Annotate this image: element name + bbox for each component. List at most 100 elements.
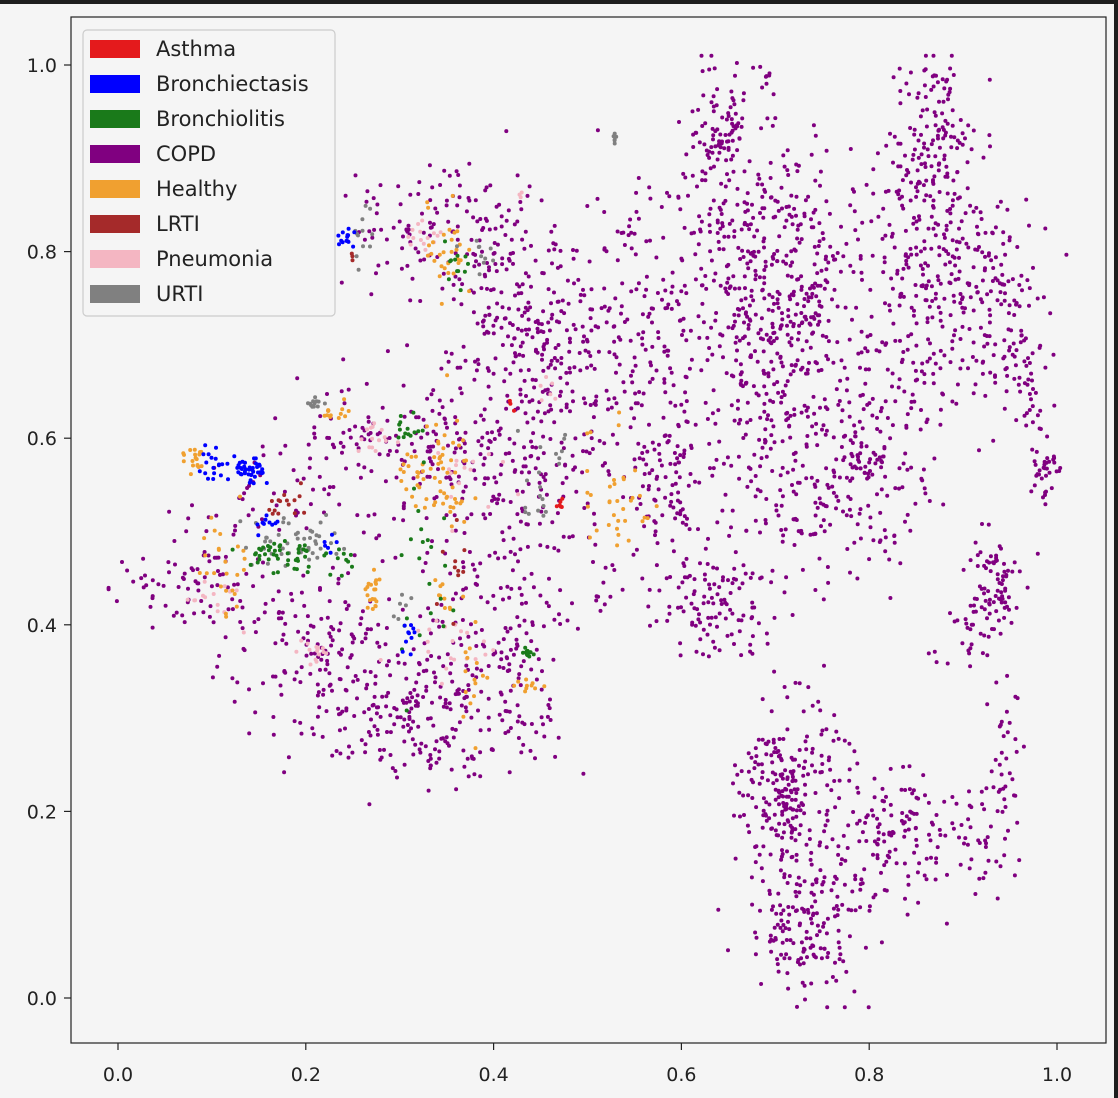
data-point-copd bbox=[742, 320, 746, 325]
data-point-copd bbox=[739, 378, 744, 383]
data-point-copd bbox=[808, 857, 813, 862]
data-point-copd bbox=[818, 405, 822, 410]
data-point-healthy bbox=[372, 567, 376, 572]
data-point-copd bbox=[736, 398, 740, 403]
data-point-copd bbox=[923, 491, 928, 496]
data-point-copd bbox=[404, 676, 409, 681]
data-point-copd bbox=[402, 717, 407, 722]
data-point-copd bbox=[650, 344, 655, 349]
data-point-copd bbox=[762, 384, 767, 389]
data-point-copd bbox=[519, 592, 524, 597]
data-point-copd bbox=[534, 445, 538, 450]
data-point-copd bbox=[557, 320, 562, 325]
data-point-copd bbox=[916, 900, 921, 905]
data-point-copd bbox=[758, 64, 763, 69]
data-point-copd bbox=[247, 731, 252, 736]
data-point-copd bbox=[800, 980, 805, 985]
data-point-copd bbox=[871, 191, 876, 196]
data-point-copd bbox=[725, 455, 730, 460]
data-point-copd bbox=[776, 788, 781, 793]
data-point-copd bbox=[469, 512, 474, 517]
data-point-lrti bbox=[440, 549, 445, 554]
data-point-copd bbox=[762, 281, 767, 286]
data-point-healthy bbox=[424, 424, 429, 429]
data-point-copd bbox=[1039, 476, 1044, 481]
data-point-copd bbox=[875, 457, 880, 462]
data-point-lrti bbox=[434, 602, 439, 606]
data-point-copd bbox=[1004, 709, 1009, 714]
data-point-copd bbox=[945, 191, 950, 196]
data-point-copd bbox=[380, 694, 385, 699]
data-point-copd bbox=[641, 330, 646, 335]
data-point-copd bbox=[712, 582, 717, 587]
data-point-copd bbox=[556, 343, 561, 347]
data-point-copd bbox=[907, 92, 911, 97]
data-point-copd bbox=[849, 514, 854, 519]
data-point-copd bbox=[353, 674, 358, 678]
data-point-copd bbox=[693, 479, 697, 484]
data-point-copd bbox=[769, 580, 774, 585]
data-point-copd bbox=[376, 622, 381, 627]
data-point-copd bbox=[809, 217, 813, 222]
data-point-copd bbox=[338, 751, 343, 756]
data-point-copd bbox=[882, 255, 887, 260]
data-point-copd bbox=[767, 816, 772, 821]
data-point-copd bbox=[461, 489, 466, 494]
data-point-copd bbox=[790, 222, 795, 227]
data-point-copd bbox=[448, 571, 453, 576]
data-point-copd bbox=[369, 469, 374, 474]
data-point-copd bbox=[963, 617, 968, 622]
data-point-copd bbox=[883, 301, 887, 306]
data-point-copd bbox=[770, 295, 775, 300]
data-point-bronchiectasis bbox=[235, 465, 240, 470]
data-point-pneumonia bbox=[420, 218, 425, 223]
data-point-copd bbox=[768, 335, 773, 340]
data-point-copd bbox=[232, 699, 237, 704]
data-point-bronchiolitis bbox=[297, 544, 302, 548]
data-point-copd bbox=[739, 769, 744, 774]
data-point-healthy bbox=[434, 422, 439, 427]
data-point-copd bbox=[875, 427, 880, 431]
data-point-copd bbox=[719, 181, 724, 186]
data-point-urti bbox=[293, 532, 298, 537]
data-point-copd bbox=[835, 894, 840, 899]
data-point-copd bbox=[327, 671, 332, 676]
data-point-copd bbox=[863, 945, 868, 950]
data-point-bronchiolitis bbox=[278, 543, 283, 548]
data-point-copd bbox=[498, 472, 503, 477]
data-point-copd bbox=[735, 148, 740, 153]
data-point-copd bbox=[724, 158, 729, 163]
data-point-copd bbox=[735, 186, 740, 191]
data-point-copd bbox=[859, 441, 864, 446]
data-point-copd bbox=[399, 457, 404, 462]
data-point-copd bbox=[764, 800, 769, 805]
data-point-copd bbox=[750, 651, 755, 656]
data-point-copd bbox=[745, 201, 750, 206]
data-point-copd bbox=[817, 319, 822, 324]
data-point-copd bbox=[707, 586, 712, 591]
data-point-copd bbox=[711, 565, 716, 570]
data-point-copd bbox=[235, 680, 240, 685]
data-point-urti bbox=[557, 461, 562, 466]
data-point-copd bbox=[858, 254, 863, 258]
data-point-copd bbox=[793, 838, 798, 843]
data-point-copd bbox=[836, 940, 841, 945]
data-point-copd bbox=[816, 699, 821, 704]
data-point-bronchiectasis bbox=[337, 242, 341, 247]
data-point-copd bbox=[667, 433, 672, 438]
data-point-copd bbox=[384, 704, 389, 709]
data-point-copd bbox=[994, 680, 999, 685]
data-point-copd bbox=[673, 462, 678, 467]
data-point-urti bbox=[329, 541, 333, 546]
data-point-copd bbox=[533, 258, 538, 263]
data-point-pneumonia bbox=[314, 659, 319, 664]
data-point-pneumonia bbox=[314, 645, 319, 649]
legend-label-asthma: Asthma bbox=[156, 37, 236, 61]
data-point-pneumonia bbox=[425, 236, 430, 240]
data-point-copd bbox=[770, 760, 775, 765]
data-point-copd bbox=[792, 206, 797, 211]
data-point-bronchiolitis bbox=[442, 516, 447, 521]
data-point-copd bbox=[1022, 413, 1027, 418]
data-point-copd bbox=[784, 952, 789, 957]
data-point-copd bbox=[678, 653, 683, 658]
